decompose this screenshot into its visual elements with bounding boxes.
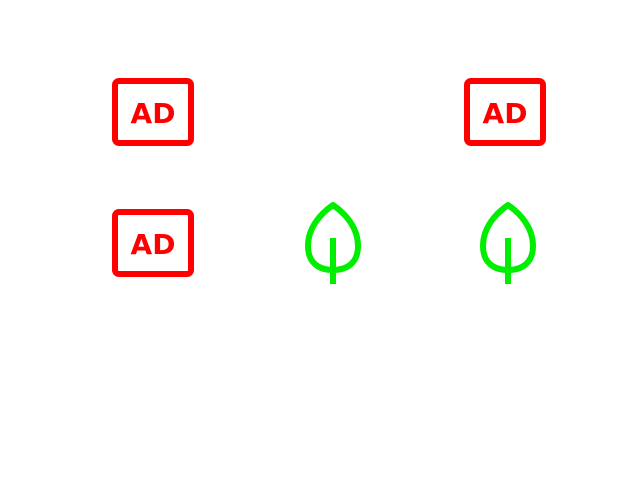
ad-label: AD	[131, 228, 176, 261]
leaf-icon	[477, 200, 539, 286]
ad-icon: AD	[464, 78, 546, 146]
ad-icon: AD	[112, 209, 194, 277]
ad-icon: AD	[112, 78, 194, 146]
ad-label: AD	[483, 97, 528, 130]
leaf-icon	[302, 200, 364, 286]
ad-label: AD	[131, 97, 176, 130]
